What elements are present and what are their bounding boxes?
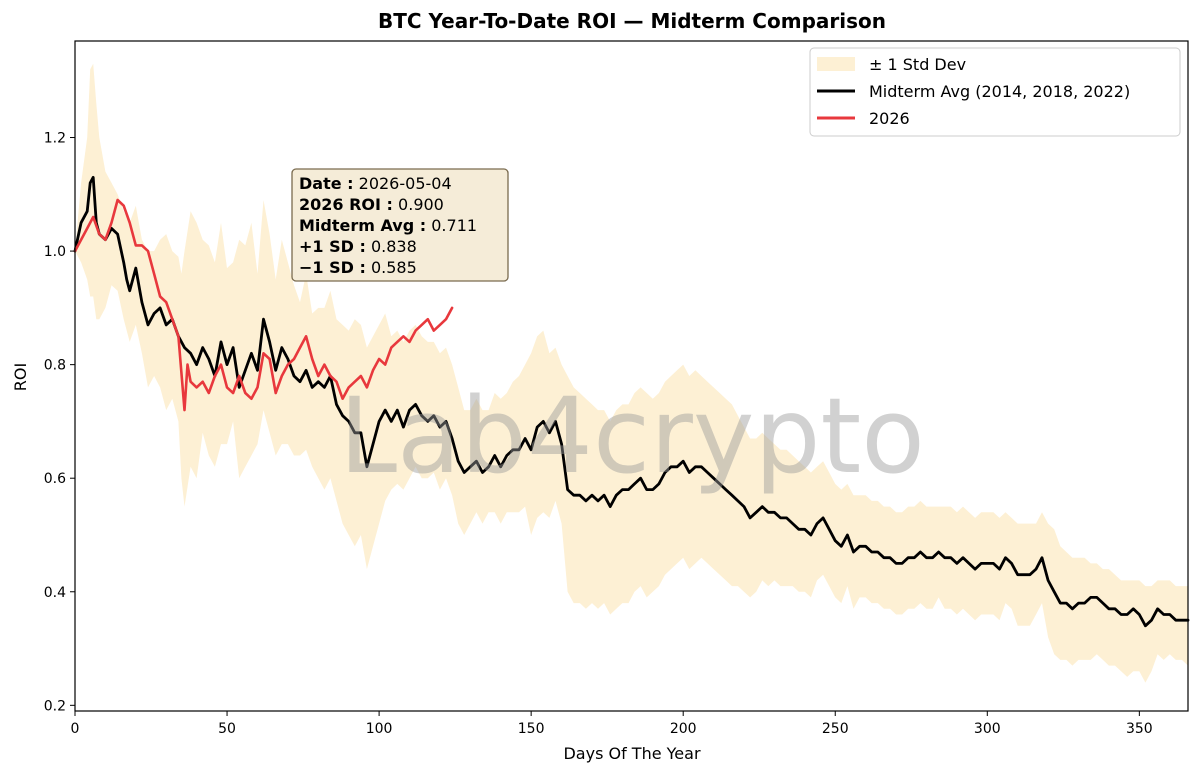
x-tick-label: 350 xyxy=(1126,721,1153,737)
y-tick-label: 0.2 xyxy=(44,698,66,714)
y-axis-title: ROI xyxy=(11,363,30,391)
y-tick-label: 0.4 xyxy=(44,585,66,601)
legend-label-band: ± 1 Std Dev xyxy=(869,55,966,74)
x-tick-label: 100 xyxy=(366,721,393,737)
annotation-plus-sd-label: +1 SD : xyxy=(299,237,366,256)
legend: ± 1 Std Dev Midterm Avg (2014, 2018, 202… xyxy=(809,47,1181,137)
annotation-plus-sd-value: 0.838 xyxy=(371,237,417,256)
x-tick-label: 300 xyxy=(974,721,1001,737)
y-tick-label: 1.0 xyxy=(44,244,66,260)
annotation-minus-sd-value: 0.585 xyxy=(371,258,417,277)
x-tick-label: 0 xyxy=(71,721,80,737)
annotation-roi-label: 2026 ROI : xyxy=(299,195,393,214)
legend-swatch-band xyxy=(817,57,855,71)
annotation-box: Date : 2026-05-04 2026 ROI : 0.900 Midte… xyxy=(291,168,509,282)
svg-text:Midterm Avg : 0.711: Midterm Avg : 0.711 xyxy=(299,216,477,235)
std-dev-band xyxy=(75,63,1188,683)
y-tick-label: 1.2 xyxy=(44,131,66,147)
annotation-avg-label: Midterm Avg : xyxy=(299,216,426,235)
x-tick-label: 150 xyxy=(518,721,545,737)
svg-text:−1 SD : 0.585: −1 SD : 0.585 xyxy=(299,258,417,277)
y-tick-label: 0.8 xyxy=(44,358,66,374)
x-tick-label: 250 xyxy=(822,721,849,737)
annotation-date-value: 2026-05-04 xyxy=(359,174,452,193)
annotation-background xyxy=(291,168,509,282)
svg-text:Date : 2026-05-04: Date : 2026-05-04 xyxy=(299,174,452,193)
chart-title: BTC Year-To-Date ROI — Midterm Compariso… xyxy=(378,9,886,33)
annotation-roi-value: 0.900 xyxy=(398,195,444,214)
plot-frame xyxy=(74,40,1189,712)
annotation-minus-sd-label: −1 SD : xyxy=(299,258,366,277)
svg-text:2026 ROI : 0.900: 2026 ROI : 0.900 xyxy=(299,195,444,214)
annotation-avg-value: 0.711 xyxy=(431,216,477,235)
legend-label-2026: 2026 xyxy=(869,109,910,128)
x-axis: 0 50 100 150 200 250 300 350 xyxy=(71,711,1153,737)
svg-text:+1 SD : 0.838: +1 SD : 0.838 xyxy=(299,237,417,256)
legend-box xyxy=(809,47,1181,137)
x-axis-title: Days Of The Year xyxy=(563,744,700,763)
y-axis: 0.2 0.4 0.6 0.8 1.0 1.2 xyxy=(44,131,75,714)
annotation-date-label: Date : xyxy=(299,174,354,193)
x-tick-label: 200 xyxy=(670,721,697,737)
plot-area xyxy=(73,63,1190,683)
watermark-text: Lab4crypto xyxy=(339,375,925,497)
roi-2026-line xyxy=(73,198,454,412)
y-tick-label: 0.6 xyxy=(44,471,66,487)
midterm-avg-line xyxy=(73,175,1190,628)
legend-label-avg: Midterm Avg (2014, 2018, 2022) xyxy=(869,82,1130,101)
x-tick-label: 50 xyxy=(218,721,236,737)
